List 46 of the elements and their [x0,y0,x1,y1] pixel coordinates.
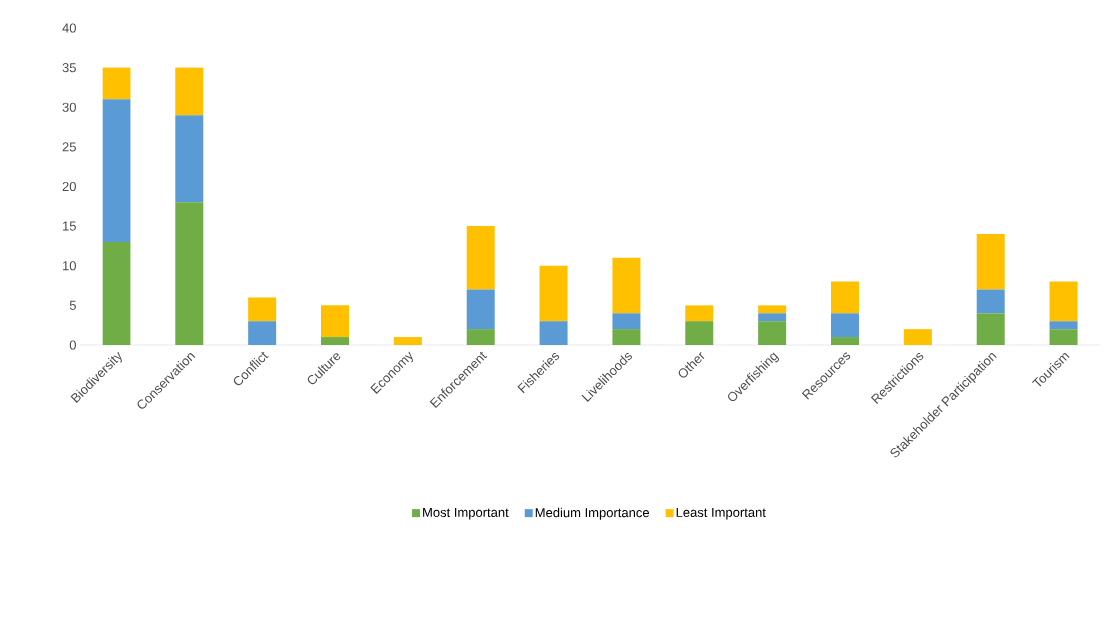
legend-label: Least Important [676,507,766,520]
bar [539,265,568,322]
legend-label: Most Important [423,507,509,520]
bar [758,321,787,345]
bar [102,241,131,345]
y-tick-label: 0 [69,340,76,350]
bar [830,337,859,345]
bar [248,297,277,322]
bar [248,321,277,345]
bar [758,305,787,314]
bar [976,234,1005,290]
bar [175,202,204,345]
bar [1049,281,1078,322]
bar [976,313,1005,345]
bar [466,289,495,330]
bar [175,67,204,116]
bar [102,67,131,100]
bar [612,329,641,345]
y-tick-label: 5 [69,300,76,310]
bar [758,313,787,322]
bar [685,321,714,345]
y-tick-label: 40 [62,23,76,33]
bar [466,329,495,345]
y-tick-label: 35 [62,63,76,73]
bar [102,99,131,242]
bar [1049,329,1078,345]
bar [830,281,859,314]
bar [321,337,349,345]
bar [175,115,204,203]
bar [903,329,932,345]
bar [321,305,349,338]
y-tick-label: 20 [62,181,76,192]
y-tick-label: 15 [63,221,76,231]
bar [539,321,568,345]
bar [685,305,714,322]
bar [612,257,641,314]
bar [612,313,641,330]
bar [466,226,495,290]
y-tick-label: 10 [63,261,76,271]
y-tick-label: 25 [62,142,76,152]
bar [976,289,1005,314]
bar [1049,321,1078,330]
bar [393,337,422,345]
y-tick-label: 30 [62,102,76,112]
bar [830,313,859,338]
legend-label: Medium Importance [535,507,650,520]
